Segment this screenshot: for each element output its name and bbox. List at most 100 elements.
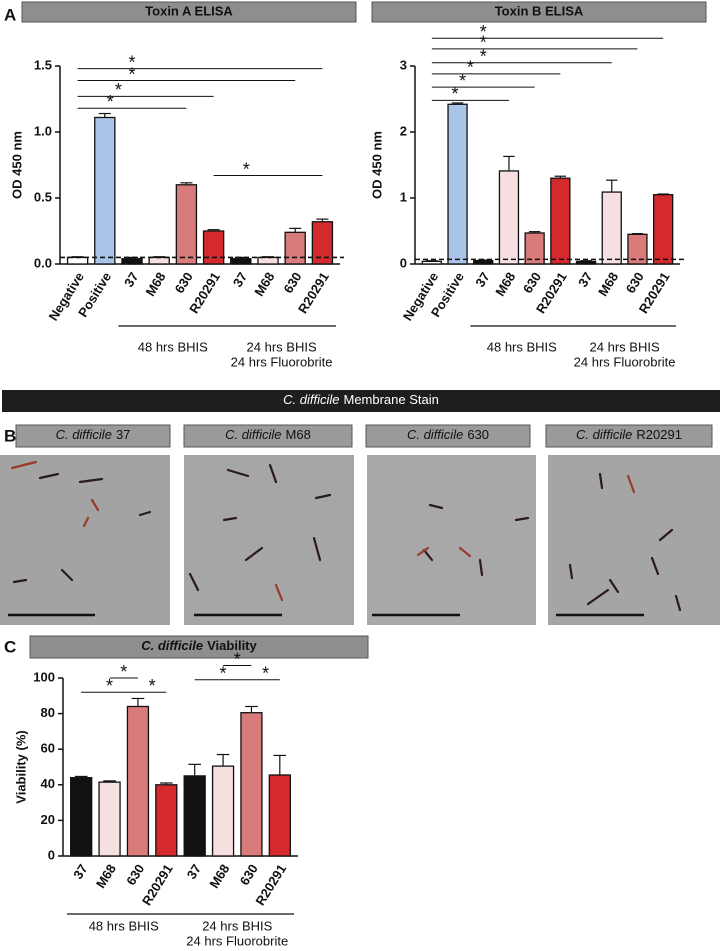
chart-title: Toxin B ELISA <box>495 3 584 18</box>
image-italic: C. difficile <box>407 427 463 442</box>
x-tick-label: 630 <box>123 861 147 887</box>
banner-italic: C. difficile <box>283 392 339 407</box>
x-tick-label: M68 <box>143 269 169 298</box>
bar <box>311 221 334 265</box>
panel-label: B <box>4 426 16 445</box>
significance-star: * <box>243 159 250 179</box>
y-tick-label: 0.5 <box>34 189 52 204</box>
x-tick-label: M68 <box>492 269 518 298</box>
y-tick-label: 1 <box>400 189 407 204</box>
bar <box>601 191 622 265</box>
image-title: C. difficile 37 <box>56 427 131 442</box>
micrograph <box>548 455 720 625</box>
significance-star: * <box>480 22 487 42</box>
micrograph <box>367 455 536 625</box>
x-tick-label: M68 <box>251 269 277 298</box>
image-title: C. difficile 630 <box>407 427 489 442</box>
panel-label: A <box>4 5 16 24</box>
significance-star: * <box>480 33 487 53</box>
bar <box>268 774 291 857</box>
y-tick-label: 2 <box>400 123 407 138</box>
image-title: C. difficile M68 <box>225 427 311 442</box>
bar <box>98 781 121 857</box>
chart-title: Toxin A ELISA <box>145 3 233 18</box>
x-tick-label: 37 <box>575 269 595 289</box>
image-header <box>365 424 531 448</box>
significance-star: * <box>234 649 241 669</box>
group-label: 24 hrs BHIS <box>590 339 660 354</box>
bar <box>202 230 225 265</box>
image-title: C. difficile R20291 <box>576 427 682 442</box>
bar <box>498 170 520 265</box>
significance-star: * <box>149 676 156 696</box>
significance-star: * <box>128 52 135 72</box>
image-header <box>183 424 353 448</box>
bar <box>94 116 116 265</box>
title-italic: C. difficile <box>141 638 203 653</box>
image-text: R20291 <box>636 427 682 442</box>
image-text: 630 <box>467 427 489 442</box>
bar <box>257 256 279 265</box>
bar <box>524 232 545 265</box>
x-tick-label: 37 <box>70 861 90 881</box>
chart-title: C. difficile Viability <box>141 638 257 653</box>
bar <box>550 177 571 265</box>
y-tick-label: 60 <box>41 741 55 756</box>
significance-star: * <box>220 664 227 684</box>
y-tick-label: 3 <box>400 57 407 72</box>
bar <box>155 784 178 857</box>
image-italic: C. difficile <box>576 427 632 442</box>
significance-star: * <box>459 71 466 91</box>
significance-star: * <box>480 46 487 66</box>
group-label: 48 hrs BHIS <box>487 339 557 354</box>
bar <box>473 260 494 265</box>
y-tick-label: 40 <box>41 776 55 791</box>
title-box <box>371 1 707 23</box>
micrographs: C. difficile 37 C. difficile M68 C. diffic… <box>0 424 720 625</box>
bar <box>148 256 170 265</box>
title-box <box>21 1 357 23</box>
bacteria <box>10 460 682 612</box>
bar <box>447 103 468 265</box>
significance-star: * <box>128 64 135 84</box>
bar <box>121 258 143 265</box>
x-tick-label: 630 <box>520 269 544 295</box>
significance-star: * <box>262 664 269 684</box>
banner-title: C. difficile Membrane Stain <box>283 392 439 407</box>
x-tick-label: M68 <box>595 269 621 298</box>
bar <box>211 765 235 857</box>
significance-star: * <box>106 676 113 696</box>
x-tick-label: 37 <box>121 269 141 289</box>
y-tick-label: 80 <box>41 705 55 720</box>
bar <box>652 194 674 265</box>
y-axis-label: OD 450 nm <box>369 131 384 199</box>
group-label: 24 hrs Fluorobrite <box>231 354 333 369</box>
x-tick-label: 630 <box>623 269 647 295</box>
banner-text: Membrane Stain <box>343 392 438 407</box>
group-label: 24 hrs Fluorobrite <box>186 933 288 948</box>
y-tick-label: 0 <box>48 847 55 862</box>
bar <box>70 777 93 857</box>
bar <box>421 260 443 265</box>
micrograph <box>184 455 354 625</box>
micrograph <box>0 455 170 625</box>
bar <box>284 231 306 265</box>
y-tick-label: 20 <box>41 812 55 827</box>
bar <box>66 256 89 265</box>
image-italic: C. difficile <box>56 427 112 442</box>
x-tick-label: 630 <box>172 269 196 295</box>
x-tick-label: 630 <box>237 861 261 887</box>
bar <box>627 233 648 265</box>
x-tick-label: 37 <box>184 861 204 881</box>
title-box <box>29 635 369 659</box>
image-header <box>545 424 713 448</box>
group-label: 48 hrs BHIS <box>138 339 208 354</box>
y-tick-label: 100 <box>33 669 55 684</box>
significance-star: * <box>115 80 122 100</box>
y-axis-label: OD 450 nm <box>9 131 24 199</box>
x-tick-label: M68 <box>206 861 232 890</box>
group-label: 24 hrs BHIS <box>247 339 317 354</box>
bar <box>126 705 150 857</box>
image-header <box>15 424 171 448</box>
